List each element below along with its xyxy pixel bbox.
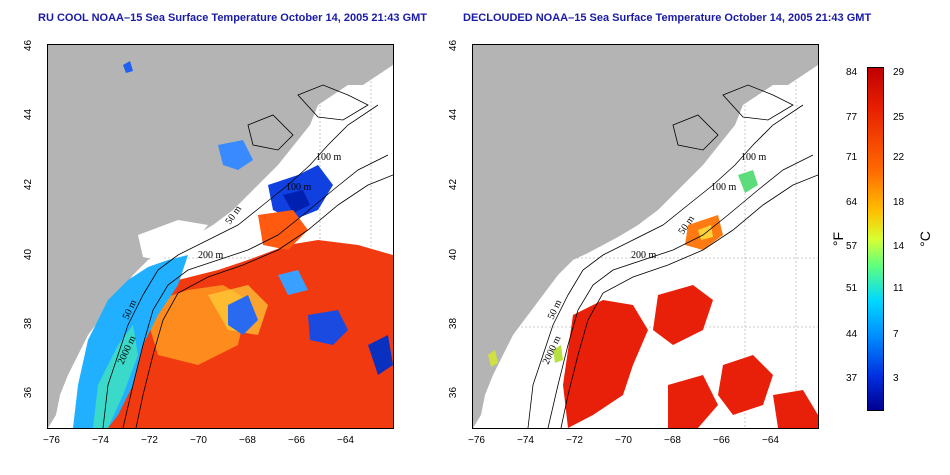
fahrenheit-label: °F bbox=[830, 231, 847, 247]
f-tick: 84 bbox=[846, 67, 858, 78]
lon-tick: −66 bbox=[288, 435, 305, 446]
left-map-title: RU COOL NOAA–15 Sea Surface Temperature … bbox=[38, 12, 428, 24]
lon-tick: −64 bbox=[337, 435, 354, 446]
lon-tick: −74 bbox=[517, 435, 534, 446]
lon-tick: −68 bbox=[239, 435, 256, 446]
right-map-panel: 100 m 100 m 50 m 200 m 50 m 2000 m bbox=[472, 44, 819, 429]
c-tick: 14 bbox=[893, 241, 905, 252]
lat-tick: 44 bbox=[448, 108, 460, 121]
c-tick: 22 bbox=[893, 152, 905, 163]
celsius-label: °C bbox=[916, 231, 933, 247]
f-tick: 57 bbox=[846, 241, 858, 252]
sst-warm-region bbox=[108, 240, 393, 428]
c-tick: 25 bbox=[893, 112, 905, 123]
lon-tick: −74 bbox=[92, 435, 109, 446]
left-map-panel: 100 m 100 m 50 m 200 m 50 m 2000 m bbox=[47, 44, 394, 429]
f-tick: 71 bbox=[846, 152, 858, 163]
f-tick: 44 bbox=[846, 329, 858, 340]
contour-label: 50 m bbox=[546, 298, 565, 321]
left-map-svg: 100 m 100 m 50 m 200 m 50 m 2000 m bbox=[48, 45, 393, 428]
f-tick: 64 bbox=[846, 197, 858, 208]
lon-tick: −70 bbox=[615, 435, 632, 446]
lat-tick: 42 bbox=[23, 178, 35, 191]
c-tick: 3 bbox=[893, 373, 899, 384]
contour-label: 100 m bbox=[741, 152, 767, 163]
contour-label: 100 m bbox=[316, 152, 342, 163]
f-tick: 77 bbox=[846, 112, 858, 123]
c-tick: 29 bbox=[893, 67, 905, 78]
lat-tick: 36 bbox=[23, 386, 35, 399]
lat-tick: 46 bbox=[448, 39, 460, 52]
lon-tick: −72 bbox=[566, 435, 583, 446]
land-mass bbox=[48, 45, 393, 428]
lat-tick: 38 bbox=[23, 317, 35, 330]
contour-label: 200 m bbox=[631, 250, 657, 261]
lat-tick: 46 bbox=[23, 39, 35, 52]
right-map-svg: 100 m 100 m 50 m 200 m 50 m 2000 m bbox=[473, 45, 818, 428]
lat-tick: 44 bbox=[23, 108, 35, 121]
f-tick: 37 bbox=[846, 373, 858, 384]
temperature-colorbar bbox=[867, 67, 884, 411]
right-map-title: DECLOUDED NOAA–15 Sea Surface Temperatur… bbox=[463, 12, 872, 24]
lon-tick: −72 bbox=[141, 435, 158, 446]
lon-tick: −68 bbox=[664, 435, 681, 446]
contour-label: 100 m bbox=[286, 182, 312, 193]
lon-tick: −70 bbox=[190, 435, 207, 446]
f-tick: 51 bbox=[846, 283, 858, 294]
c-tick: 7 bbox=[893, 329, 899, 340]
c-tick: 18 bbox=[893, 197, 905, 208]
lon-tick: −64 bbox=[762, 435, 779, 446]
c-tick: 11 bbox=[893, 283, 904, 294]
lat-tick: 42 bbox=[448, 178, 460, 191]
lat-tick: 40 bbox=[448, 248, 460, 261]
lat-tick: 40 bbox=[23, 248, 35, 261]
lon-tick: −66 bbox=[713, 435, 730, 446]
contour-label: 100 m bbox=[711, 182, 737, 193]
land-mass bbox=[473, 45, 818, 428]
lon-tick: −76 bbox=[43, 435, 60, 446]
lat-tick: 38 bbox=[448, 317, 460, 330]
contour-label: 200 m bbox=[198, 250, 224, 261]
lat-tick: 36 bbox=[448, 386, 460, 399]
lon-tick: −76 bbox=[468, 435, 485, 446]
